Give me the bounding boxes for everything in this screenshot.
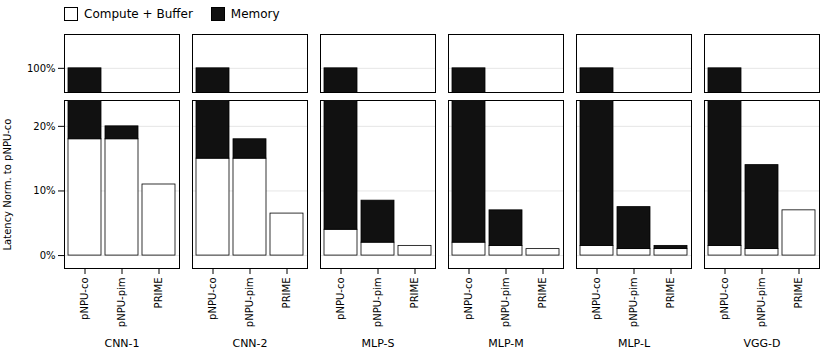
svg-text:pNPU-co: pNPU-co [79,278,90,320]
svg-text:CNN-2: CNN-2 [232,337,267,350]
svg-text:MLP-S: MLP-S [362,337,395,350]
svg-text:pNPU-pim: pNPU-pim [244,278,255,328]
svg-text:MLP-L: MLP-L [618,337,651,350]
svg-text:pNPU-co: pNPU-co [591,278,602,320]
svg-text:pNPU-pim: pNPU-pim [116,278,127,328]
svg-text:MLP-M: MLP-M [488,337,523,350]
svg-text:pNPU-co: pNPU-co [335,278,346,320]
html-text:Memory: Memory [230,7,280,21]
svg-text:pNPU-pim: pNPU-pim [372,278,383,328]
svg-text:pNPU-pim: pNPU-pim [628,278,639,328]
html-text:Compute + Buffer: Compute + Buffer [84,7,193,21]
svg-text:0%: 0% [40,250,56,261]
svg-text:CNN-1: CNN-1 [104,337,139,350]
svg-text:10%: 10% [33,185,55,196]
svg-text:PRIME: PRIME [665,278,676,309]
svg-text:20%: 20% [33,121,55,132]
svg-text:PRIME: PRIME [409,278,420,309]
svg-text:PRIME: PRIME [281,278,292,309]
svg-text:pNPU-co: pNPU-co [719,278,730,320]
svg-text:VGG-D: VGG-D [743,337,780,350]
svg-text:pNPU-pim: pNPU-pim [500,278,511,328]
svg-text:pNPU-co: pNPU-co [463,278,474,320]
svg-text:PRIME: PRIME [153,278,164,309]
svg-text:PRIME: PRIME [793,278,804,309]
svg-text:PRIME: PRIME [537,278,548,309]
svg-text:Latency Norm. to pNPU-co: Latency Norm. to pNPU-co [2,119,13,251]
svg-text:100%: 100% [27,63,56,74]
svg-text:pNPU-co: pNPU-co [207,278,218,320]
svg-text:pNPU-pim: pNPU-pim [756,278,767,328]
